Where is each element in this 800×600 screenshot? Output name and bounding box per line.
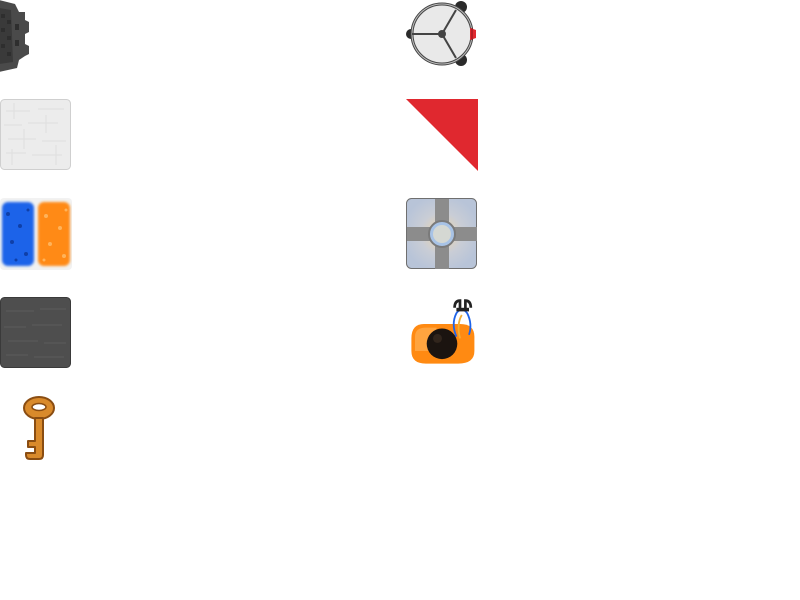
- portal-pair-icon: [0, 198, 72, 270]
- sphere-bot: [406, 0, 478, 72]
- key-item: [0, 393, 72, 465]
- triangle-icon: [406, 99, 478, 171]
- dark-tile-icon: [0, 297, 71, 368]
- sphere-bot-icon: [406, 1, 476, 66]
- floor-button-icon: [406, 198, 477, 269]
- player-character: [406, 297, 478, 369]
- turret-icon: [0, 0, 29, 72]
- dark-panel-tile: [0, 297, 72, 369]
- white-panel-tile: [0, 99, 72, 171]
- portal-pair: [0, 198, 72, 270]
- white-tile-icon: [0, 99, 71, 170]
- turret-wall-piece: [0, 0, 71, 72]
- floor-button: [406, 198, 478, 270]
- key-icon: [23, 396, 55, 460]
- red-corner-triangle: [406, 99, 478, 171]
- player-icon: [411, 299, 475, 364]
